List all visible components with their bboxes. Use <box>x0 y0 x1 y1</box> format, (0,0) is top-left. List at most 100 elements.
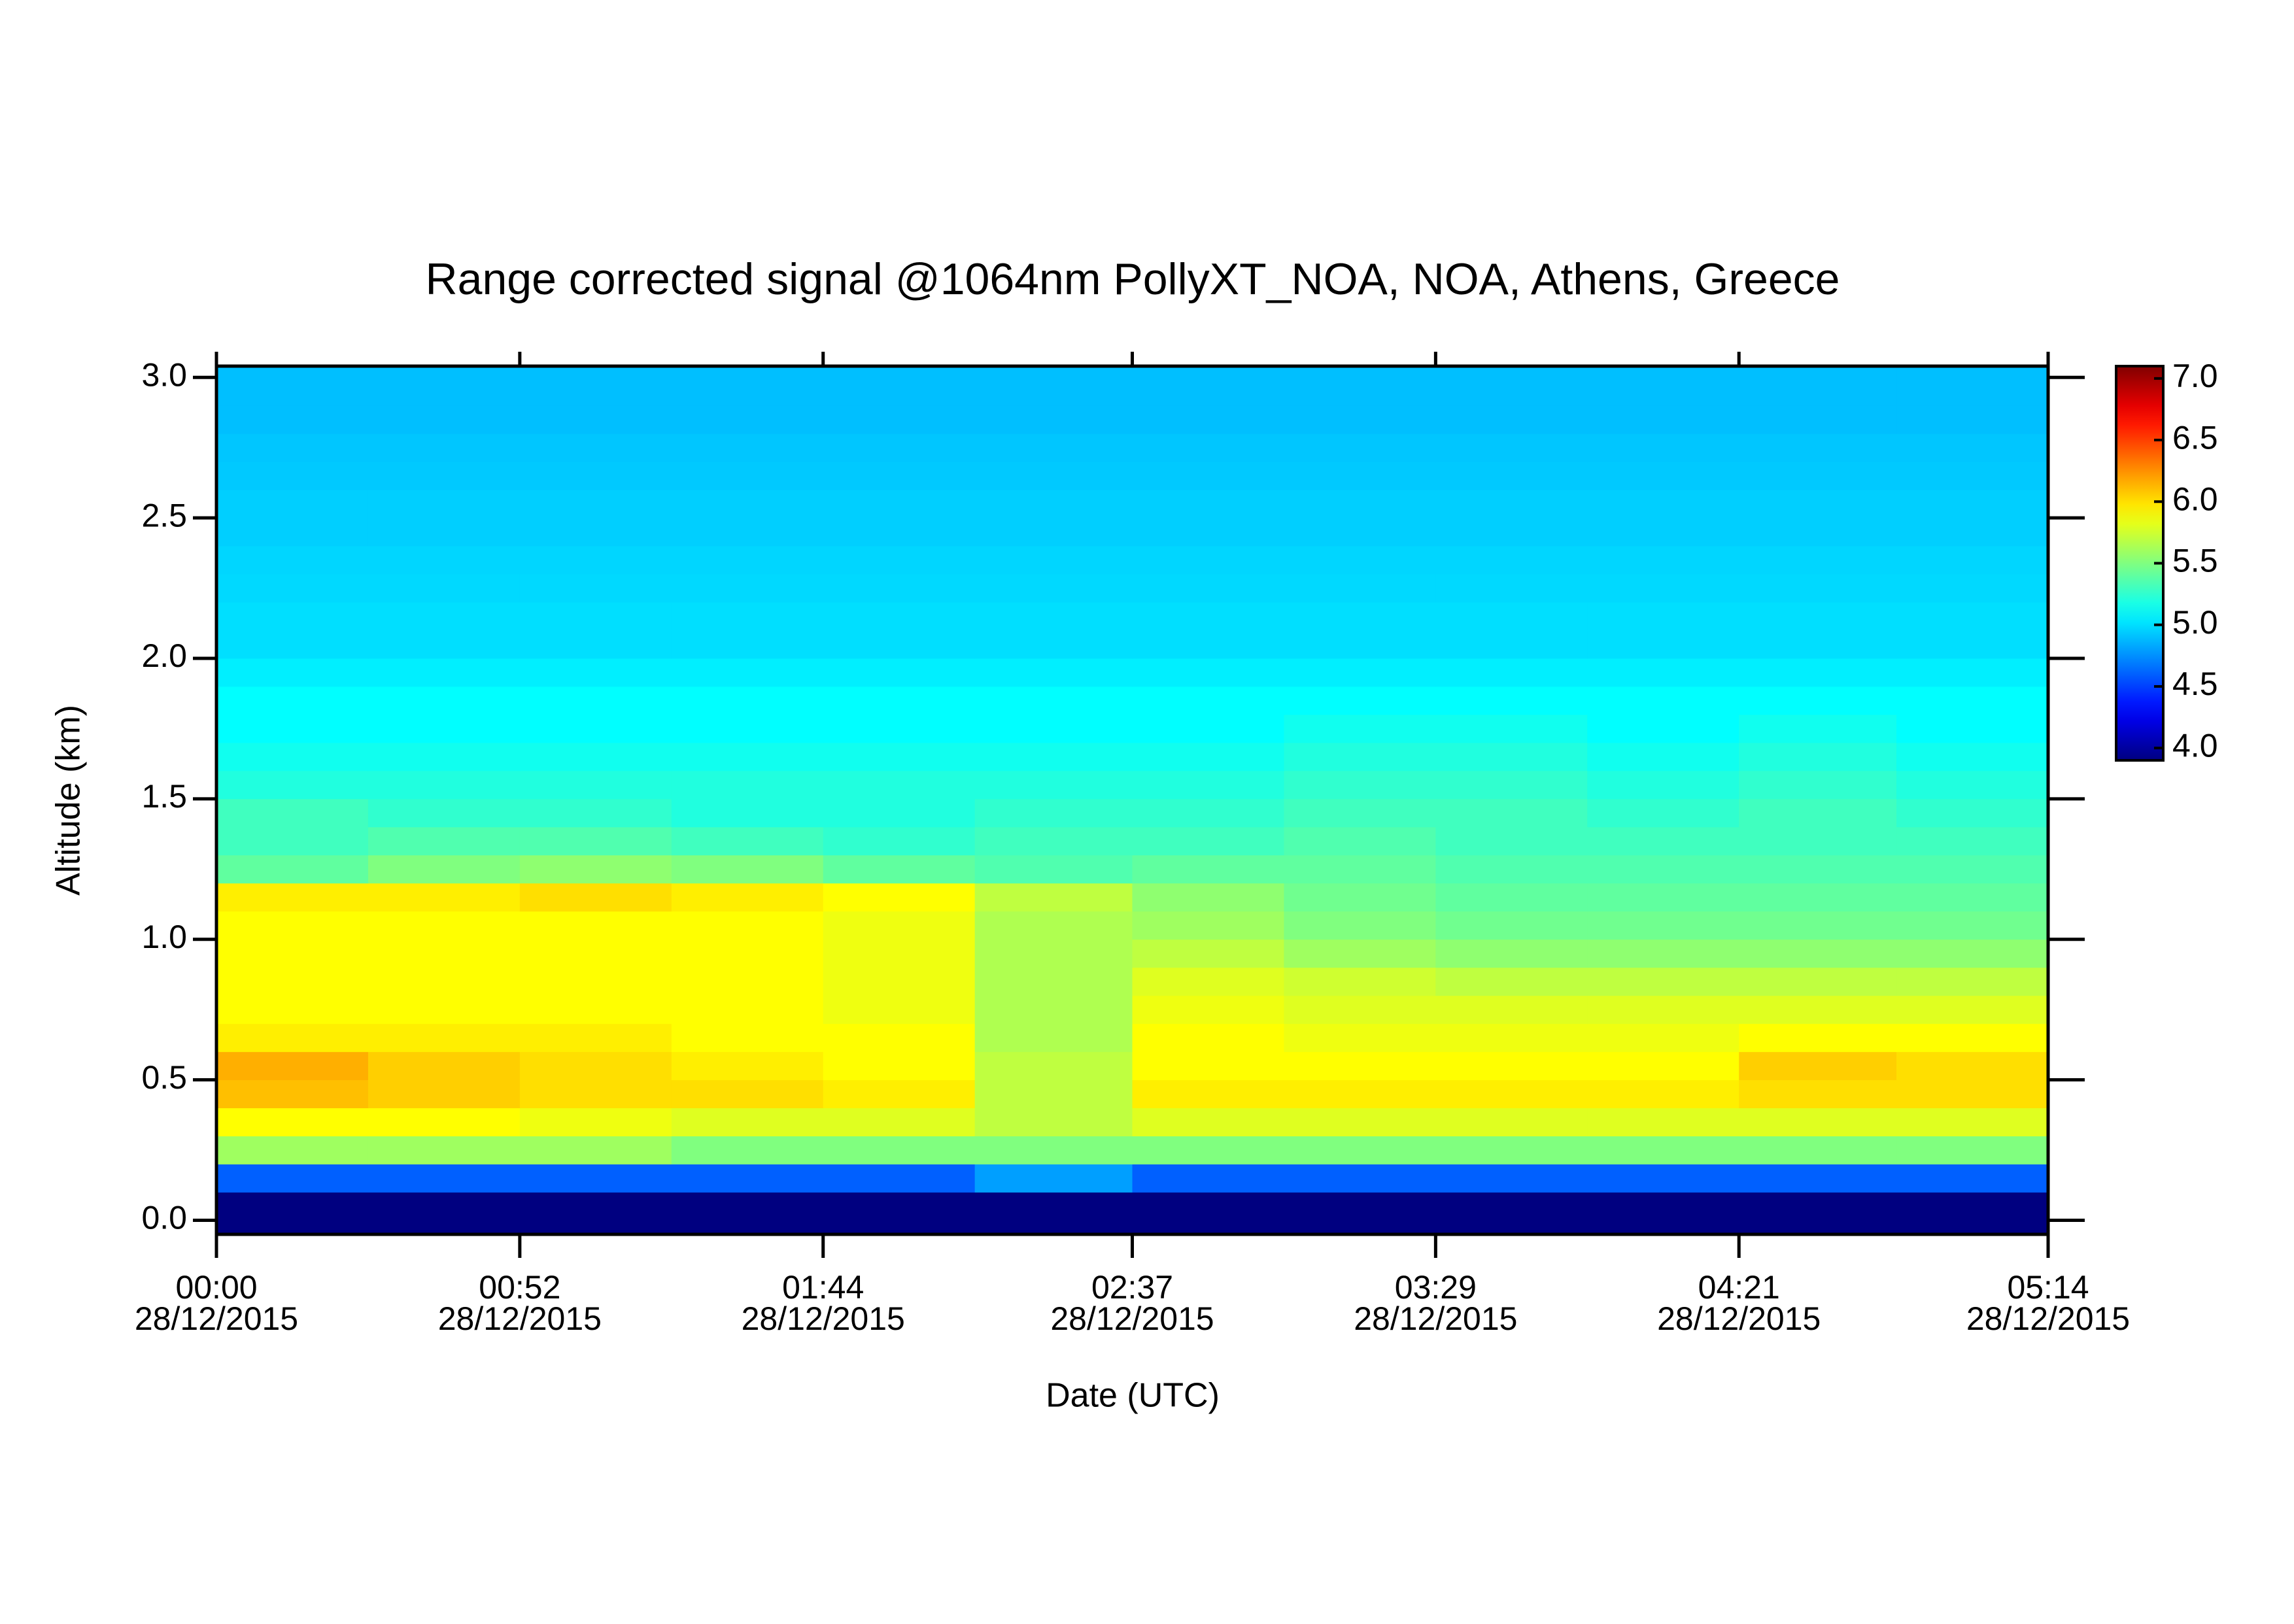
heatmap-cell <box>1739 1192 1897 1235</box>
heatmap-cell <box>823 770 976 800</box>
heatmap-cell <box>1132 630 1284 659</box>
heatmap-cell <box>1739 1051 1897 1081</box>
heatmap-cell <box>368 826 521 856</box>
heatmap-cell <box>1132 798 1284 828</box>
heatmap-cell <box>823 1192 976 1235</box>
heatmap-cell <box>1284 1192 1436 1235</box>
heatmap-cell <box>1896 1164 2049 1193</box>
heatmap-cell <box>671 939 824 968</box>
heatmap-cell <box>671 995 824 1024</box>
heatmap-cell <box>823 995 976 1024</box>
heatmap-cell <box>1435 574 1588 603</box>
heatmap-cell <box>1739 939 1897 968</box>
heatmap-cell <box>519 658 672 687</box>
heatmap-cell <box>1896 574 2049 603</box>
heatmap-cell <box>974 686 1133 715</box>
heatmap-cell <box>1587 826 1739 856</box>
heatmap-cell <box>823 854 976 884</box>
heatmap-cell <box>519 366 672 406</box>
heatmap-cell <box>671 967 824 996</box>
heatmap-cell <box>974 911 1133 940</box>
heatmap-cell <box>1896 518 2049 547</box>
heatmap-cell <box>1132 405 1284 434</box>
heatmap-cell <box>1284 967 1436 996</box>
heatmap-cell <box>1587 883 1739 912</box>
x-tick-date: 28/12/2015 <box>742 1300 905 1337</box>
heatmap-cell <box>1284 995 1436 1024</box>
heatmap-cell <box>1284 1136 1436 1165</box>
heatmap-cell <box>519 405 672 434</box>
heatmap-cell <box>1587 686 1739 715</box>
heatmap-cell <box>823 1051 976 1081</box>
heatmap-cell <box>974 433 1133 462</box>
heatmap-cell <box>1896 1051 2049 1081</box>
y-tick-label: 2.5 <box>141 497 187 533</box>
heatmap-cell <box>671 630 824 659</box>
heatmap-cell <box>368 967 521 996</box>
heatmap-cell <box>974 714 1133 743</box>
heatmap-cell <box>671 854 824 884</box>
heatmap-cell <box>974 366 1133 406</box>
heatmap-cell <box>1284 630 1436 659</box>
heatmap-cell <box>1132 366 1284 406</box>
heatmap-cell <box>1896 366 2049 406</box>
heatmap-cell <box>1896 939 2049 968</box>
heatmap-cell <box>671 1079 824 1109</box>
heatmap-cell <box>368 546 521 575</box>
heatmap-cell <box>1435 995 1588 1024</box>
heatmap-cell <box>519 1192 672 1235</box>
colorbar-tick-label: 6.5 <box>2172 419 2218 456</box>
heatmap-cell <box>1132 967 1284 996</box>
heatmap-cell <box>671 490 824 518</box>
heatmap-cell <box>216 854 369 884</box>
heatmap-cell <box>1132 770 1284 800</box>
heatmap-cell <box>368 433 521 462</box>
heatmap-cell <box>823 602 976 631</box>
heatmap-cell <box>974 518 1133 547</box>
heatmap-cell <box>1896 462 2049 490</box>
heatmap-cell <box>671 798 824 828</box>
heatmap-cell <box>216 1108 369 1137</box>
heatmap-cell <box>974 1192 1133 1235</box>
heatmap-cell <box>974 490 1133 518</box>
heatmap-cell <box>519 854 672 884</box>
heatmap-cell <box>823 1023 976 1053</box>
heatmap-cell <box>1435 366 1588 406</box>
heatmap-cell <box>368 1023 521 1053</box>
heatmap-cell <box>1896 995 2049 1024</box>
heatmap-cell <box>368 658 521 687</box>
heatmap-cell <box>368 518 521 547</box>
heatmap-cell <box>1284 1023 1436 1053</box>
heatmap-cell <box>671 658 824 687</box>
heatmap-cell <box>974 1164 1133 1193</box>
heatmap-cell <box>1435 1079 1588 1109</box>
heatmap-cell <box>823 714 976 743</box>
heatmap-cell <box>1896 546 2049 575</box>
x-tick-date: 28/12/2015 <box>1050 1300 1214 1337</box>
heatmap-cell <box>1739 366 1897 406</box>
heatmap-cell <box>823 574 976 603</box>
heatmap-cell <box>1587 366 1739 406</box>
heatmap-cell <box>1896 602 2049 631</box>
heatmap-cell <box>368 1079 521 1109</box>
heatmap-cell <box>1587 630 1739 659</box>
heatmap-cell <box>1896 1079 2049 1109</box>
heatmap-cell <box>368 854 521 884</box>
heatmap-cell <box>974 995 1133 1024</box>
heatmap-cell <box>823 405 976 434</box>
heatmap-cell <box>671 883 824 912</box>
heatmap-cell <box>1132 462 1284 490</box>
heatmap-cell <box>823 742 976 771</box>
heatmap-cell <box>671 742 824 771</box>
heatmap-cell <box>671 366 824 406</box>
heatmap-cell <box>823 1136 976 1165</box>
heatmap-cell <box>519 883 672 912</box>
heatmap-cell <box>1739 433 1897 462</box>
colorbar-tick-label: 4.5 <box>2172 666 2218 702</box>
x-tick-label: 00:00 <box>175 1269 257 1306</box>
heatmap-cell <box>368 686 521 715</box>
heatmap-cell <box>823 1164 976 1193</box>
heatmap-cell <box>1896 686 2049 715</box>
heatmap-cell <box>974 658 1133 687</box>
